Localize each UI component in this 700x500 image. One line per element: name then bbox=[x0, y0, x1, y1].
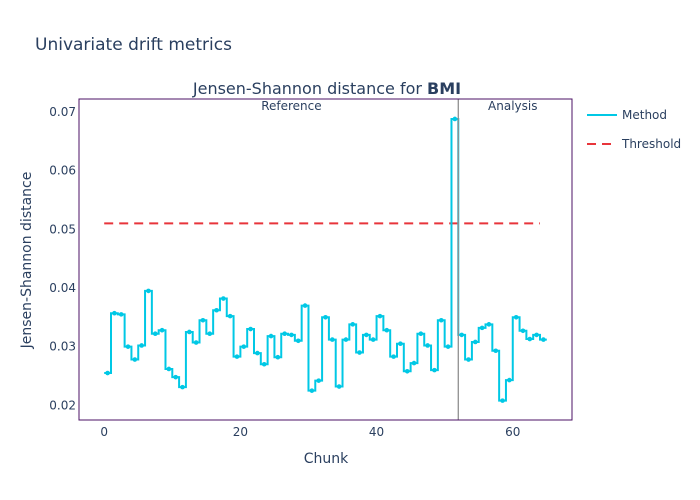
method-point bbox=[193, 340, 199, 345]
method-point bbox=[486, 322, 492, 327]
method-point bbox=[479, 325, 485, 331]
method-point bbox=[125, 344, 131, 349]
y-tick-label: 0.05 bbox=[49, 222, 76, 236]
method-point bbox=[275, 354, 281, 360]
plot-frame bbox=[78, 98, 573, 421]
x-tick-label: 20 bbox=[233, 425, 248, 439]
method-point bbox=[330, 337, 335, 342]
method-point bbox=[364, 332, 369, 338]
method-point bbox=[500, 398, 505, 403]
method-point bbox=[404, 368, 410, 374]
method-point bbox=[336, 384, 342, 389]
method-point bbox=[527, 336, 533, 342]
method-point bbox=[343, 337, 349, 342]
chart-title-prefix: Jensen-Shannon distance for bbox=[192, 79, 427, 98]
method-point bbox=[309, 388, 315, 393]
method-point bbox=[466, 357, 471, 362]
method-point bbox=[391, 354, 396, 359]
method-point bbox=[227, 313, 233, 319]
method-point bbox=[180, 384, 185, 390]
method-point bbox=[507, 377, 512, 383]
x-tick-label: 60 bbox=[505, 425, 520, 439]
method-point bbox=[146, 288, 151, 294]
method-point bbox=[438, 317, 444, 323]
method-point bbox=[418, 331, 424, 337]
method-point bbox=[459, 332, 464, 338]
method-point bbox=[493, 348, 499, 354]
method-point bbox=[214, 307, 219, 313]
section-label: Reference bbox=[261, 99, 321, 113]
method-point bbox=[261, 361, 267, 367]
x-axis-label: Chunk bbox=[304, 451, 349, 467]
legend-threshold-label: Threshold bbox=[621, 137, 681, 151]
method-point bbox=[370, 337, 376, 342]
method-point bbox=[248, 326, 253, 332]
method-point bbox=[473, 339, 478, 345]
method-point bbox=[350, 322, 356, 327]
chart-title: Jensen-Shannon distance for BMI bbox=[192, 79, 461, 98]
method-point bbox=[398, 341, 403, 347]
method-point bbox=[534, 332, 539, 338]
method-point bbox=[377, 313, 383, 319]
method-point bbox=[541, 337, 546, 342]
method-point bbox=[384, 327, 390, 333]
method-point bbox=[302, 303, 308, 308]
method-point bbox=[173, 374, 178, 380]
figure-title: Univariate drift metrics bbox=[35, 35, 232, 55]
method-point bbox=[323, 315, 328, 320]
method-point bbox=[268, 333, 274, 339]
method-point bbox=[295, 338, 301, 344]
x-tick-label: 40 bbox=[369, 425, 384, 439]
method-point bbox=[105, 370, 110, 376]
method-point bbox=[221, 296, 226, 301]
x-tick-label: 0 bbox=[100, 425, 108, 439]
method-point bbox=[520, 328, 526, 334]
legend-method-label: Method bbox=[622, 108, 667, 122]
y-tick-label: 0.06 bbox=[49, 164, 76, 178]
y-tick-label: 0.07 bbox=[49, 105, 76, 119]
method-point bbox=[132, 357, 138, 362]
method-point bbox=[513, 315, 519, 320]
method-point bbox=[241, 344, 247, 349]
method-point bbox=[118, 312, 124, 317]
method-point bbox=[425, 343, 430, 348]
method-point bbox=[187, 329, 192, 335]
method-point bbox=[445, 344, 451, 349]
plot-area: Reference Analysis bbox=[104, 99, 547, 420]
method-point bbox=[255, 350, 260, 356]
method-point bbox=[207, 331, 213, 337]
method-step-line bbox=[104, 117, 547, 402]
method-point bbox=[234, 354, 240, 359]
y-tick-label: 0.02 bbox=[49, 398, 76, 412]
legend: Method Threshold bbox=[587, 108, 681, 151]
axes: 0 20 40 60 0.02 0.03 0.04 0.05 0.06 0.07 bbox=[49, 105, 520, 439]
y-tick-label: 0.03 bbox=[49, 340, 76, 354]
y-tick-label: 0.04 bbox=[49, 281, 76, 295]
method-point bbox=[139, 343, 144, 348]
method-point bbox=[152, 331, 158, 337]
method-point bbox=[200, 317, 206, 323]
section-label: Analysis bbox=[488, 99, 537, 113]
method-point bbox=[112, 310, 117, 316]
y-axis-label: Jensen-Shannon distance bbox=[19, 172, 35, 350]
method-point bbox=[289, 332, 294, 338]
method-point bbox=[316, 378, 321, 383]
method-point bbox=[411, 360, 417, 366]
method-point bbox=[159, 327, 165, 333]
method-point bbox=[166, 366, 172, 372]
method-point bbox=[282, 331, 287, 337]
method-point bbox=[432, 367, 437, 373]
chart-title-bold: BMI bbox=[427, 79, 461, 98]
method-point bbox=[357, 350, 362, 355]
method-point bbox=[452, 116, 458, 122]
